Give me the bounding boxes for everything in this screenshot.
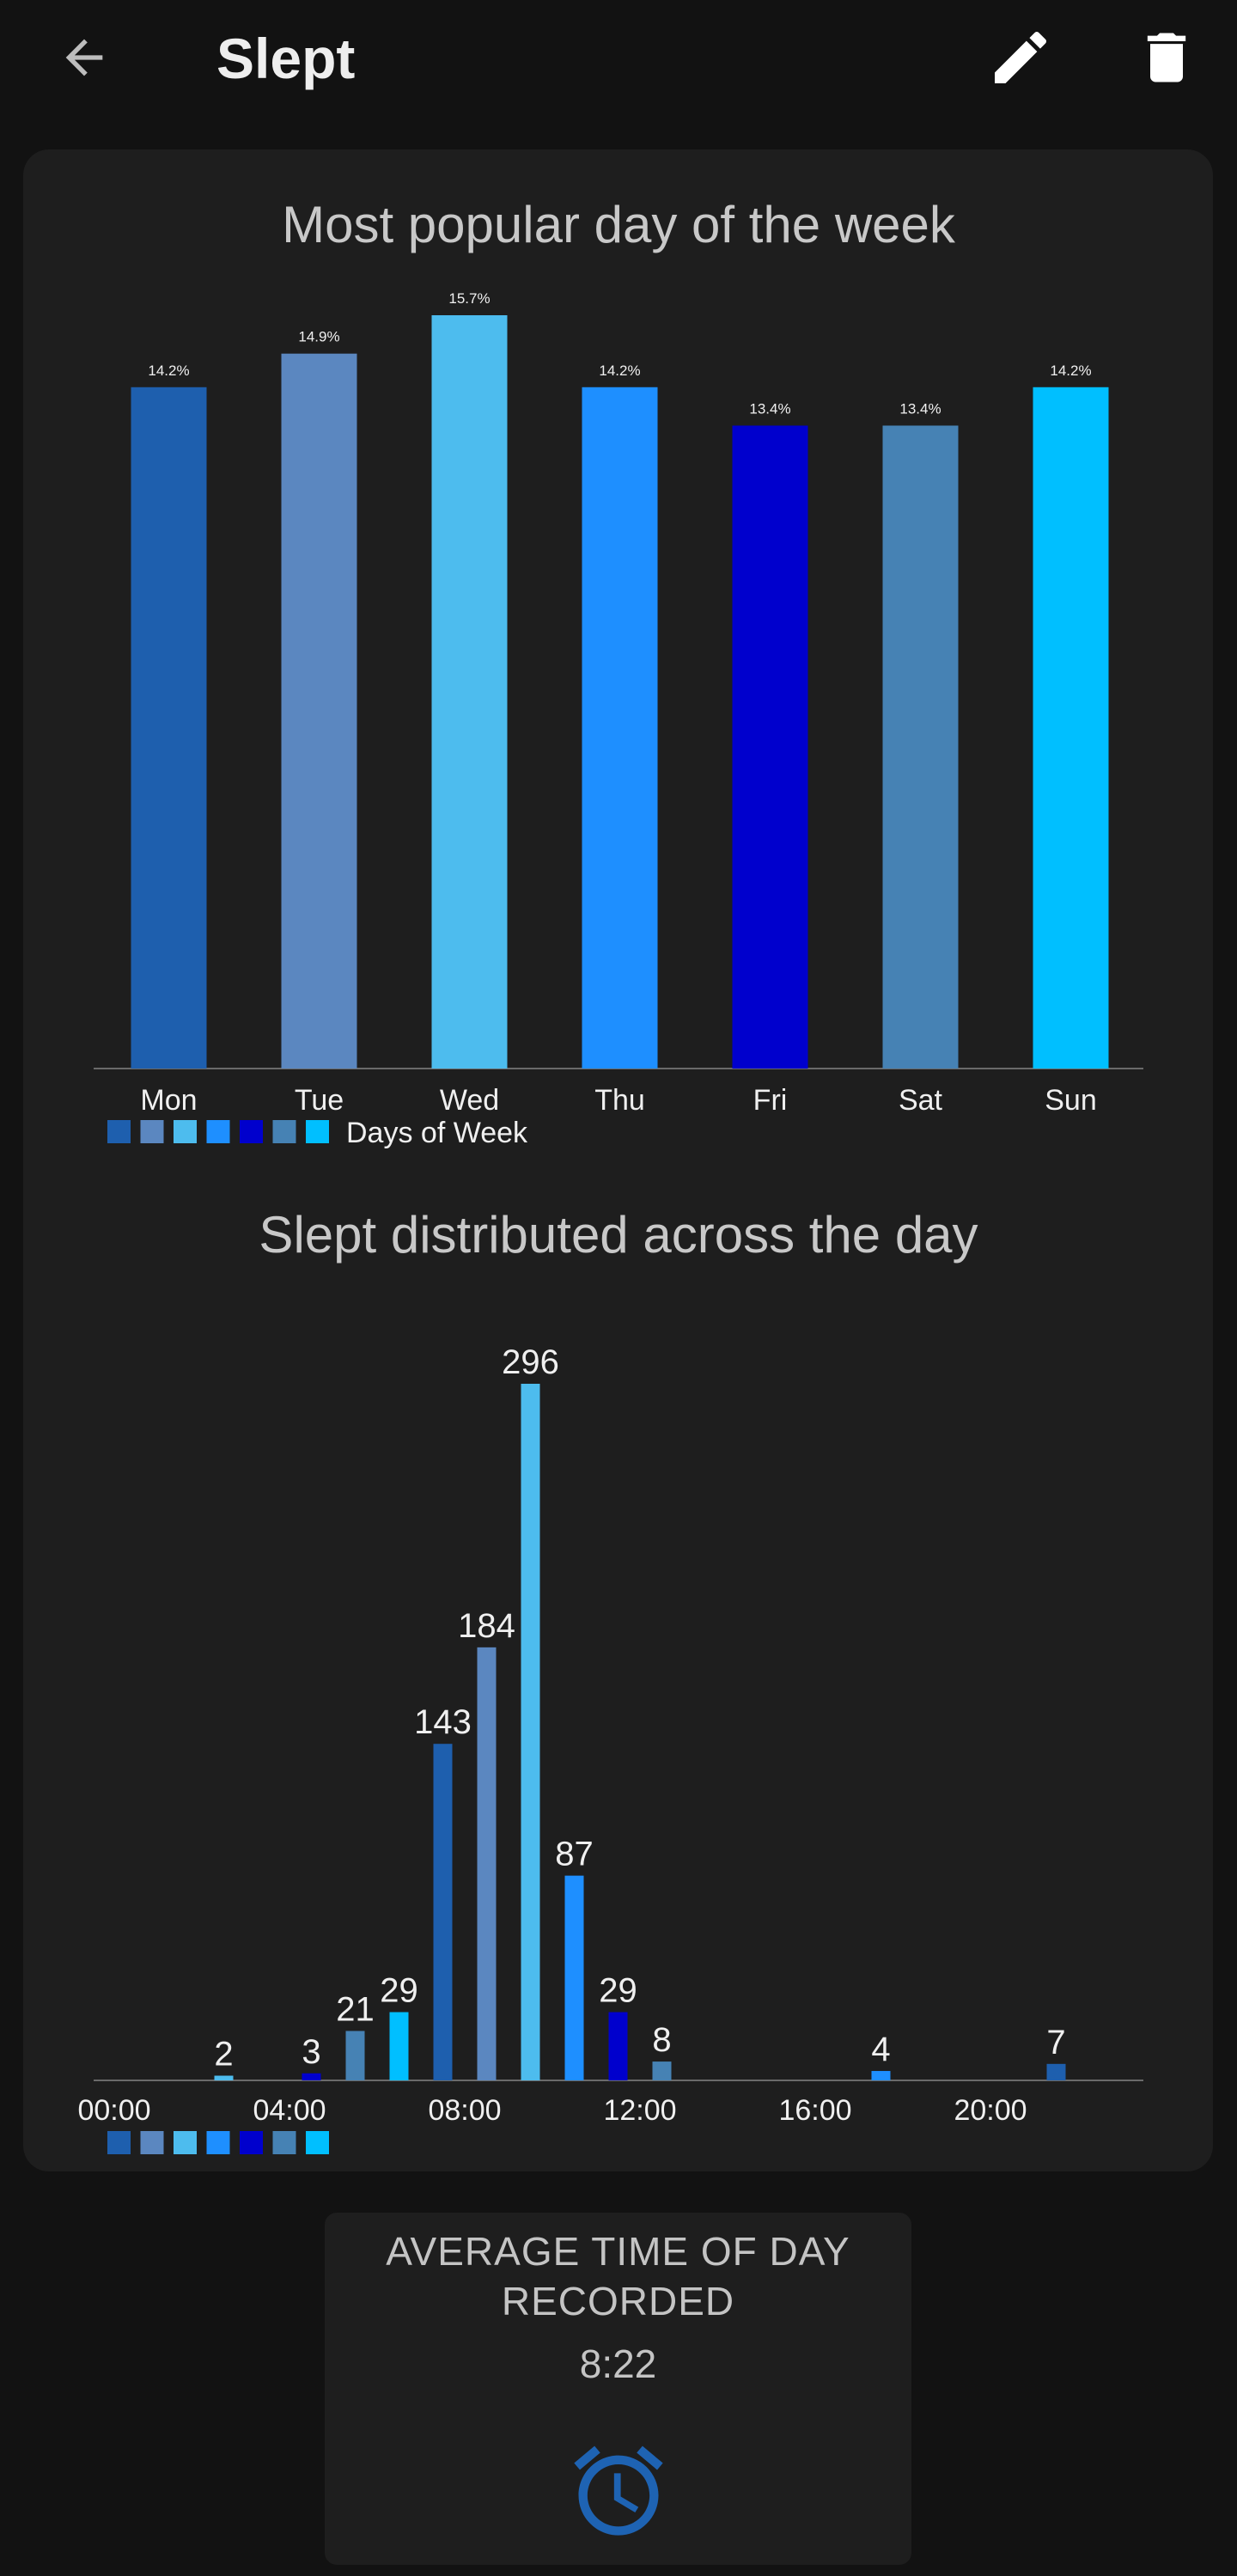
alarm-clock-icon: [574, 2445, 663, 2536]
trash-icon: [1147, 33, 1185, 82]
hourly-bar-label: 296: [502, 1343, 559, 1381]
back-button[interactable]: [41, 19, 127, 96]
weekday-bar-sat: [882, 425, 959, 1069]
hourly-bar: [521, 1384, 540, 2080]
arrow-left-icon: [65, 39, 103, 76]
hourly-bar: [389, 2012, 409, 2080]
hourly-bar: [433, 1744, 453, 2080]
legend-swatch: [206, 1120, 230, 1143]
hourly-bar-label: 143: [414, 1703, 472, 1741]
hourly-tick-label: 12:00: [603, 2094, 676, 2127]
weekday-chart-title: Most popular day of the week: [282, 196, 955, 253]
hourly-bar: [214, 2075, 234, 2080]
legend-swatch: [174, 1120, 197, 1143]
hourly-bar: [1046, 2063, 1066, 2080]
hourly-bar-label: 184: [458, 1607, 515, 1645]
average-time-card: AVERAGE TIME OF DAY RECORDED 8:22: [325, 2213, 911, 2565]
hourly-bar: [345, 2031, 365, 2080]
hourly-bar-label: 8: [652, 2021, 671, 2059]
hourly-chart-title: Slept distributed across the day: [259, 1206, 978, 1264]
edit-button[interactable]: [979, 19, 1061, 96]
legend-swatch: [306, 2131, 329, 2154]
weekday-bar-label: 14.2%: [148, 362, 189, 379]
weekday-bar-thu: [582, 387, 658, 1069]
legend-swatch: [272, 1120, 296, 1143]
legend-swatch: [140, 1120, 164, 1143]
weekday-tick-label: Tue: [295, 1084, 344, 1117]
weekday-tick-label: Thu: [594, 1084, 645, 1117]
weekday-tick-label: Mon: [140, 1084, 197, 1117]
hourly-bar: [564, 1875, 584, 2080]
hourly-bar-label: 4: [871, 2031, 890, 2068]
legend-swatch: [107, 2131, 131, 2154]
weekday-bar-label: 13.4%: [899, 400, 941, 417]
weekday-legend-label: Days of Week: [346, 1117, 528, 1149]
hourly-tick-label: 20:00: [954, 2094, 1027, 2127]
hourly-bar-label: 2: [214, 2036, 233, 2074]
legend-swatch: [240, 2131, 263, 2154]
page-title: Slept: [216, 27, 356, 90]
hourly-tick-label: 00:00: [77, 2094, 150, 2127]
weekday-bar-mon: [131, 387, 207, 1069]
weekday-bar-label: 13.4%: [749, 400, 790, 417]
average-time-value: 8:22: [579, 2342, 657, 2386]
legend-swatch: [206, 2131, 230, 2154]
legend-swatch: [174, 2131, 197, 2154]
pencil-icon: [994, 31, 1046, 83]
weekday-bar-label: 14.2%: [599, 362, 640, 379]
delete-button[interactable]: [1125, 19, 1207, 96]
hourly-bar: [652, 2061, 672, 2080]
hourly-bar: [302, 2073, 321, 2080]
weekday-bar-fri: [732, 425, 808, 1069]
hourly-tick-label: 16:00: [778, 2094, 851, 2127]
legend-swatch: [272, 2131, 296, 2154]
hourly-bar-label: 3: [302, 2033, 320, 2071]
hourly-bar: [608, 2012, 628, 2080]
average-time-label: AVERAGE TIME OF DAY RECORDED: [325, 2226, 911, 2326]
weekday-bar-label: 14.2%: [1050, 362, 1091, 379]
hourly-bar-label: 7: [1046, 2024, 1065, 2061]
average-time-label-line1: AVERAGE TIME OF DAY: [386, 2229, 850, 2274]
weekday-bar-label: 14.9%: [298, 329, 339, 345]
hourly-bar: [477, 1647, 497, 2080]
hourly-bar-label: 29: [380, 1972, 418, 2010]
weekday-bar-wed: [431, 315, 508, 1069]
weekday-tick-label: Sat: [899, 1084, 943, 1117]
hourly-tick-label: 04:00: [253, 2094, 326, 2127]
hourly-bar-label: 21: [336, 1990, 375, 2028]
legend-swatch: [306, 1120, 329, 1143]
weekday-tick-label: Fri: [753, 1084, 788, 1117]
legend-swatch: [240, 1120, 263, 1143]
weekday-tick-label: Wed: [440, 1084, 499, 1117]
hourly-bar: [871, 2071, 891, 2080]
weekday-bar-tue: [281, 353, 357, 1069]
average-time-label-line2: RECORDED: [501, 2279, 735, 2323]
hourly-bar-label: 87: [555, 1836, 594, 1873]
hourly-tick-label: 08:00: [428, 2094, 501, 2127]
legend-swatch: [140, 2131, 164, 2154]
legend-swatch: [107, 1120, 131, 1143]
weekday-bar-sun: [1033, 387, 1109, 1069]
app-bar: Slept: [0, 0, 1237, 116]
hourly-bar-label: 29: [599, 1972, 637, 2010]
weekday-bar-label: 15.7%: [448, 290, 490, 307]
weekday-tick-label: Sun: [1045, 1084, 1097, 1117]
weekday-bar-chart: 14.2% Mon 14.9% Tue 15.7% Wed 14.2% Thu 13.4% Fri…: [94, 290, 1143, 1149]
